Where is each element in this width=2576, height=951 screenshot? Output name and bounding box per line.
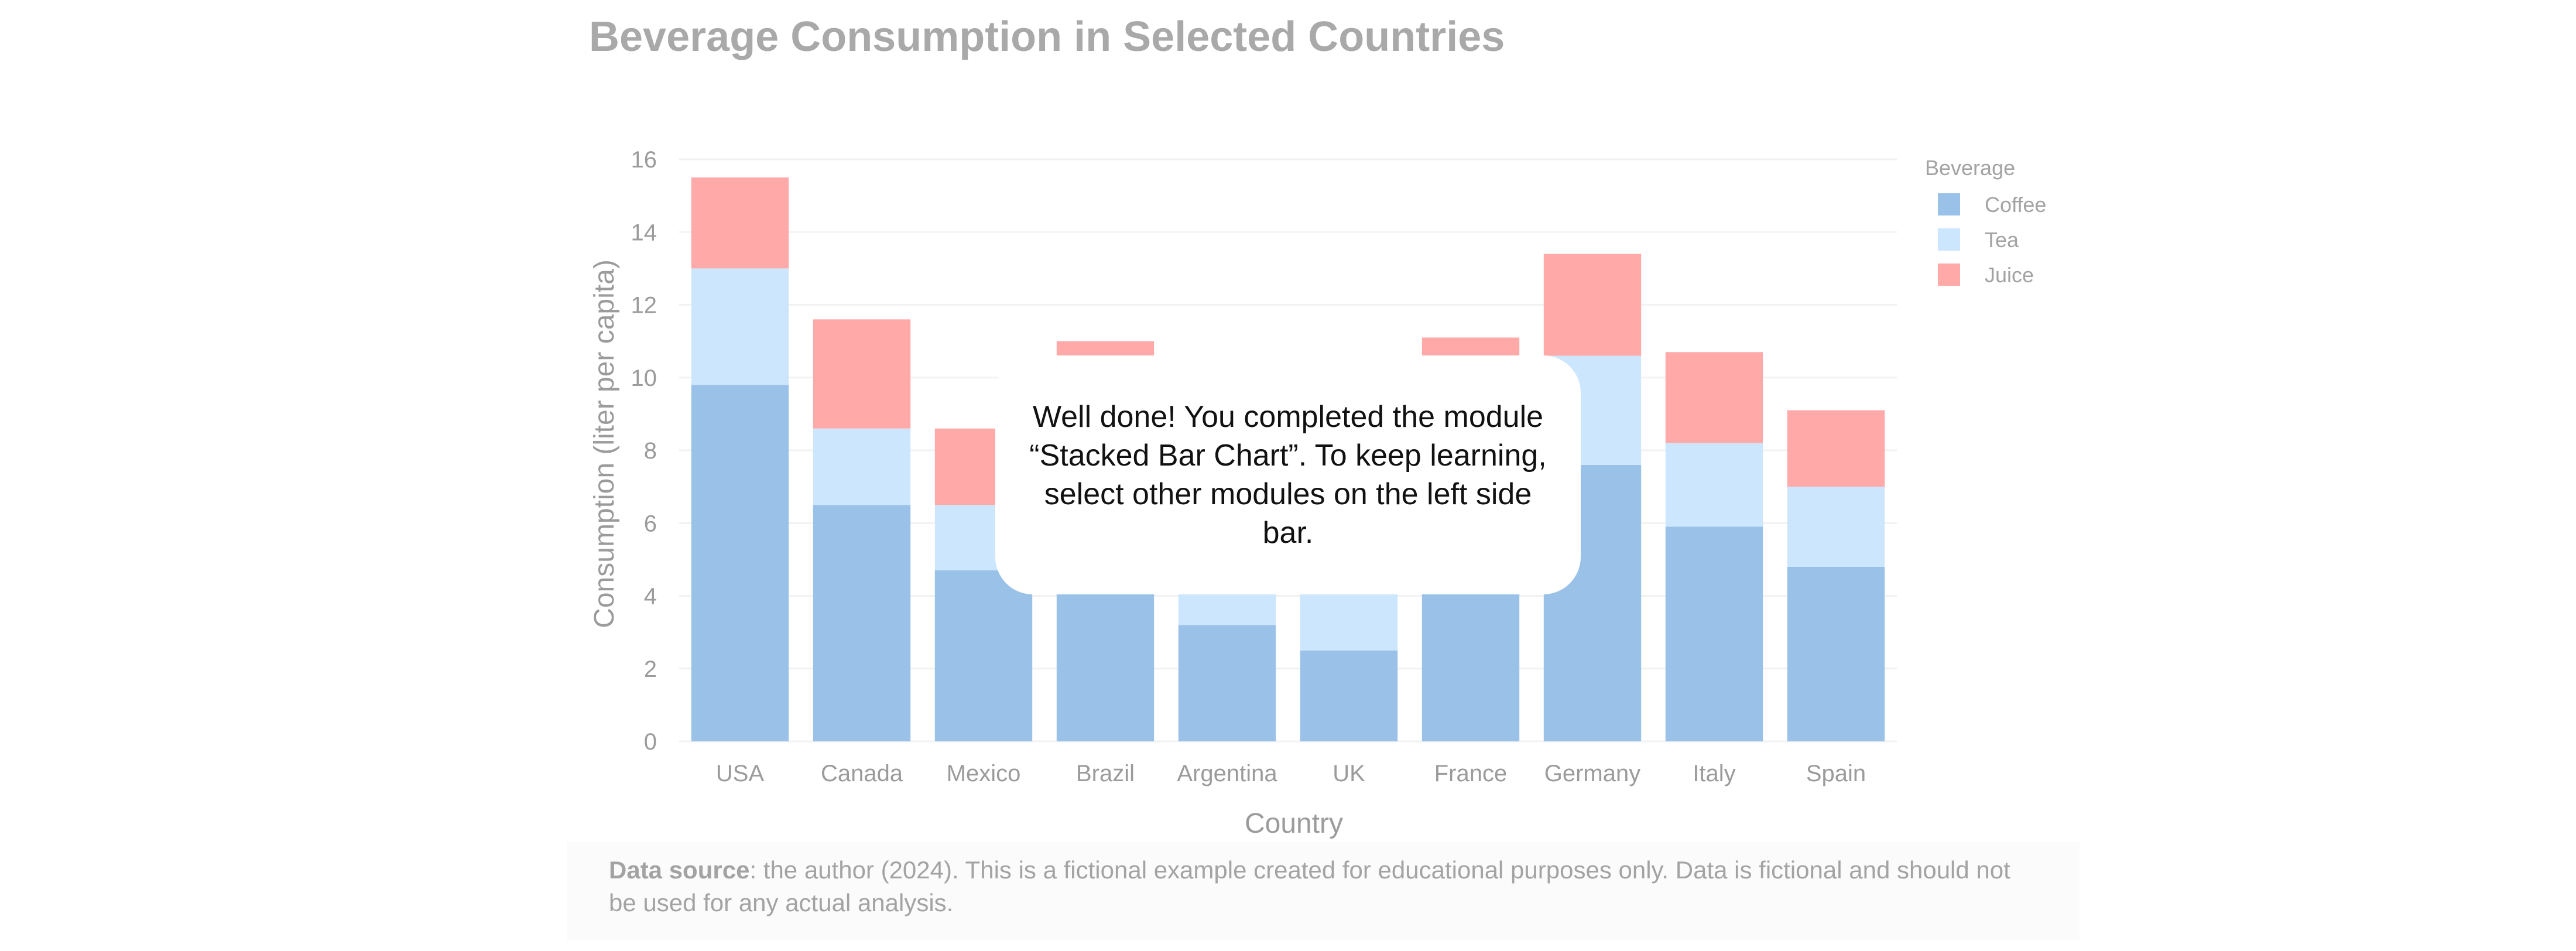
bar-juice-france (1421, 337, 1520, 356)
module-complete-text: Well done! You completed the module “Sta… (1029, 400, 1547, 550)
y-tick-label: 2 (644, 656, 657, 682)
legend-title: Beverage (1925, 156, 2015, 180)
y-tick-label: 4 (644, 584, 657, 610)
chart-title: Beverage Consumption in Selected Countri… (589, 13, 1505, 60)
bar-juice-germany (1543, 254, 1642, 356)
y-tick-label: 14 (631, 220, 657, 245)
legend-swatch-juice (1938, 264, 1960, 286)
bar-tea-italy (1665, 443, 1763, 527)
x-tick-label: Germany (1544, 761, 1641, 786)
legend-label-juice: Juice (1985, 263, 2034, 287)
module-complete-message: Well done! You completed the module “Sta… (995, 355, 1581, 594)
y-tick-label: 0 (644, 729, 657, 755)
legend-label-coffee: Coffee (1985, 193, 2046, 217)
bar-tea-usa (691, 268, 789, 385)
y-tick-label: 16 (631, 147, 657, 173)
x-tick-label: Brazil (1076, 761, 1135, 786)
bar-coffee-argentina (1178, 625, 1276, 741)
x-tick-label: Argentina (1177, 761, 1277, 786)
bar-tea-spain (1787, 487, 1885, 567)
bar-coffee-usa (691, 385, 789, 741)
bar-coffee-spain (1787, 566, 1885, 741)
bar-coffee-mexico (934, 570, 1033, 741)
bar-juice-spain (1787, 410, 1885, 487)
x-tick-label: Spain (1806, 761, 1866, 786)
bar-juice-italy (1665, 352, 1763, 443)
y-tick-label: 8 (644, 438, 657, 464)
data-source-label: Data source (609, 856, 750, 884)
data-source-note: Data source: the author (2024). This is … (567, 842, 2080, 940)
x-tick-label: Italy (1693, 761, 1735, 786)
bar-coffee-canada (813, 505, 911, 741)
y-tick-label: 12 (631, 293, 657, 319)
y-axis-title: Consumption (liter per capita) (589, 259, 620, 628)
data-source-text: : the author (2024). This is a fictional… (609, 856, 2010, 916)
legend: Beverage Coffee Tea Juice (1925, 156, 2046, 287)
y-tick-labels: 0 2 4 6 8 10 12 14 16 (631, 147, 657, 755)
y-tick-label: 6 (644, 511, 657, 536)
bar-coffee-uk (1300, 650, 1398, 741)
x-tick-label: UK (1332, 761, 1365, 786)
bar-juice-canada (813, 319, 911, 429)
x-tick-label: USA (716, 761, 765, 786)
legend-swatch-coffee (1938, 193, 1960, 215)
x-tick-label: France (1434, 761, 1508, 786)
legend-label-tea: Tea (1985, 228, 2019, 252)
x-axis-title: Country (1245, 808, 1343, 839)
legend-swatch-tea (1938, 228, 1960, 251)
bar-juice-usa (691, 177, 789, 269)
y-tick-label: 10 (631, 365, 657, 391)
x-tick-label: Mexico (947, 761, 1021, 786)
x-tick-labels: USA Canada Mexico Brazil Argentina UK France Ge… (716, 761, 1866, 786)
bar-coffee-italy (1665, 526, 1763, 741)
bar-tea-canada (813, 428, 911, 505)
x-tick-label: Canada (821, 761, 903, 786)
